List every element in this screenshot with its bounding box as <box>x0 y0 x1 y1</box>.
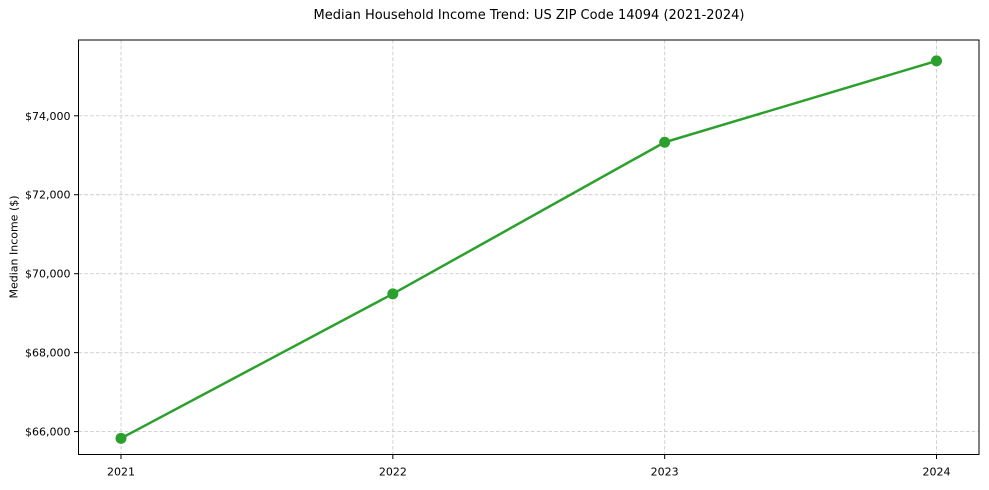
y-tick-label: $70,000 <box>25 268 71 281</box>
chart-title: Median Household Income Trend: US ZIP Co… <box>313 8 745 23</box>
y-tick-label: $68,000 <box>25 347 71 360</box>
data-point <box>387 288 399 300</box>
y-tick-label: $66,000 <box>25 426 71 439</box>
x-tick-label: 2023 <box>651 466 679 479</box>
data-point <box>659 136 671 148</box>
data-point <box>931 55 942 67</box>
axes-spines <box>78 39 980 455</box>
trend-line <box>119 59 938 440</box>
x-tick-label: 2021 <box>107 466 135 479</box>
x-tick-label: 2022 <box>379 466 407 479</box>
y-tick-label: $74,000 <box>25 110 71 123</box>
x-tick-label: 2024 <box>923 466 951 479</box>
data-point <box>115 432 127 444</box>
y-tick-label: $72,000 <box>25 189 71 202</box>
